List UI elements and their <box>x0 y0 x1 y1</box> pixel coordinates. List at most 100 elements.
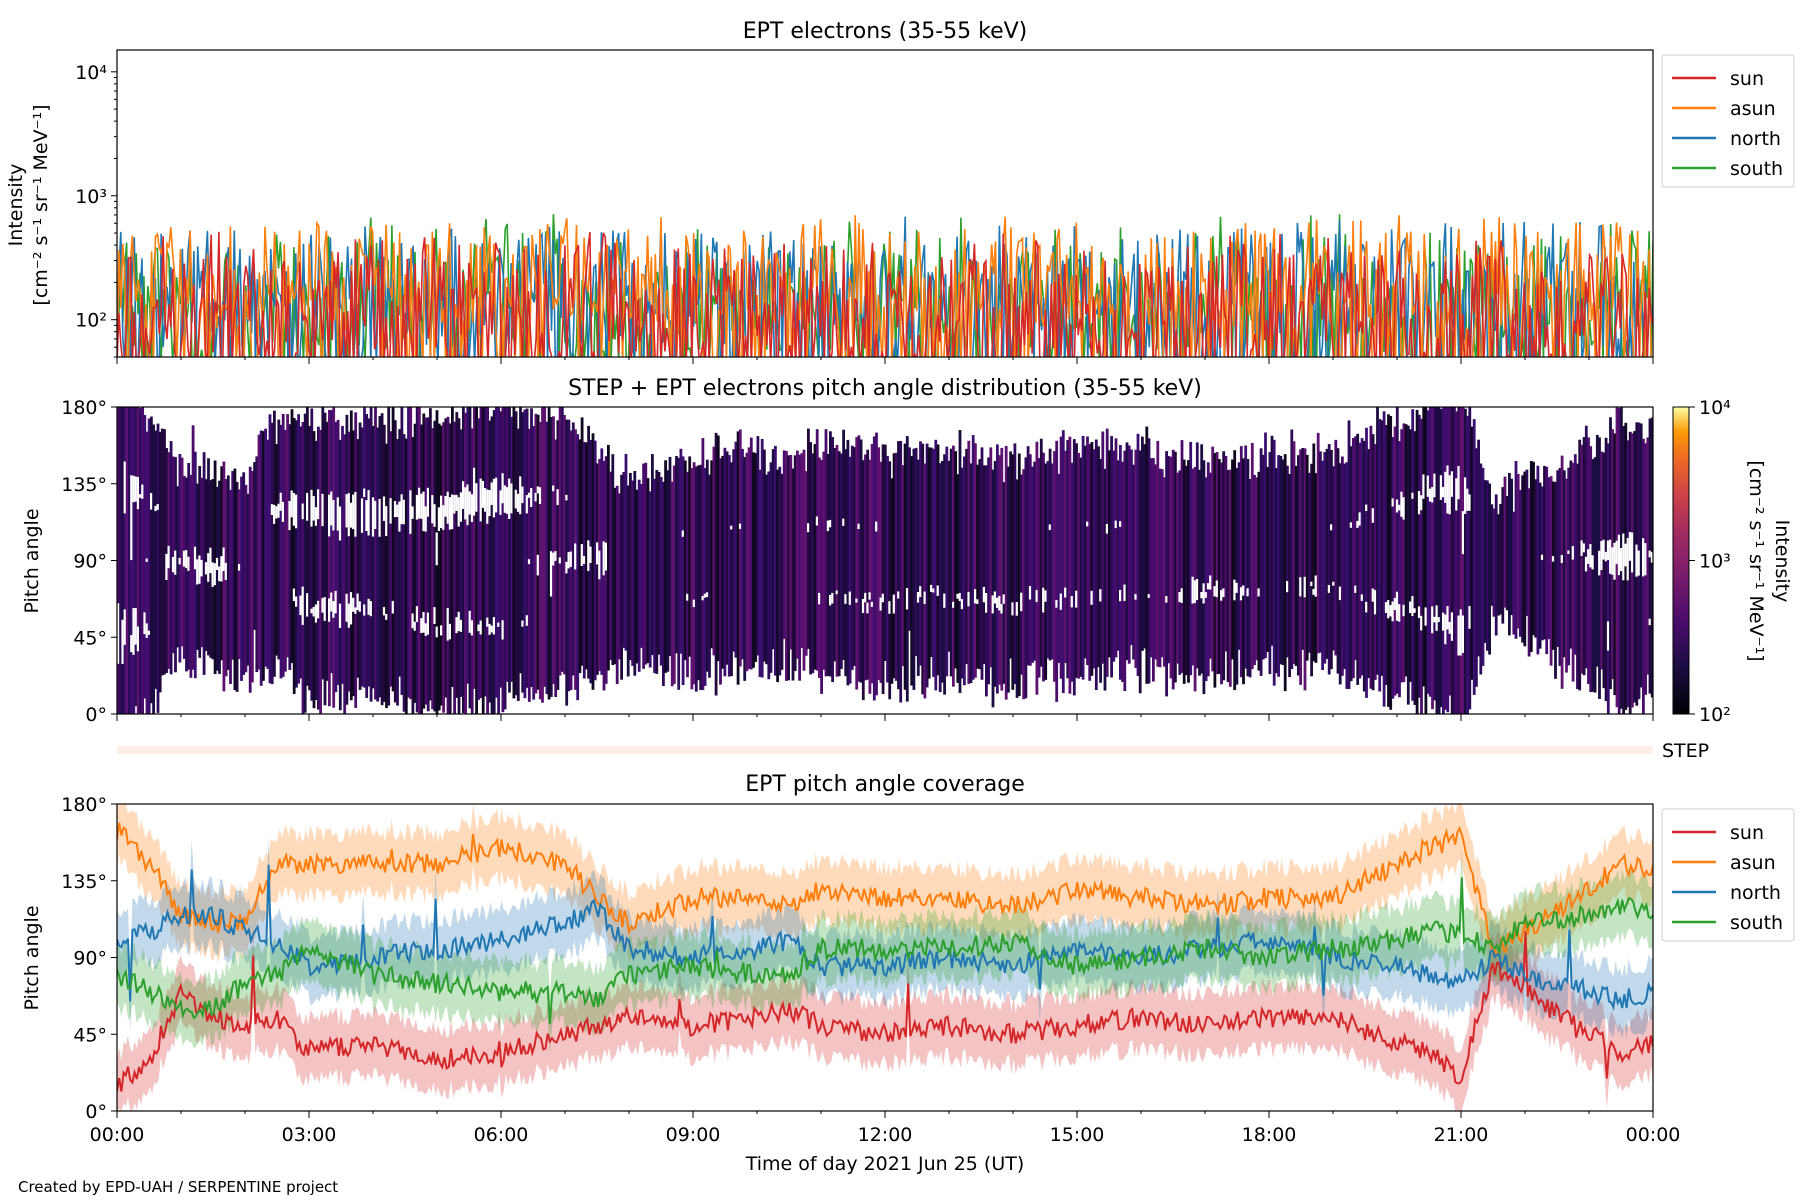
heatmap-gap <box>875 521 878 532</box>
heatmap-gap <box>1354 585 1357 593</box>
heatmap-gap <box>488 623 492 635</box>
heatmap-column <box>1132 464 1135 660</box>
heatmap-gap <box>301 586 305 625</box>
heatmap-column <box>694 466 698 692</box>
heatmap-gap <box>974 589 977 604</box>
heatmap-gap <box>499 490 503 515</box>
heatmap-gap <box>1384 602 1388 613</box>
heatmap-gap <box>1631 532 1634 573</box>
heatmap-gap <box>1446 465 1450 514</box>
heatmap-column <box>866 449 870 680</box>
heatmap-column <box>508 407 511 693</box>
heatmap-gap <box>174 550 177 575</box>
heatmap-gap <box>198 555 202 584</box>
heatmap-gap <box>479 478 483 522</box>
heatmap-column <box>470 428 474 714</box>
heatmap-column <box>560 407 564 672</box>
heatmap-column <box>848 456 852 684</box>
heatmap-column <box>349 410 353 701</box>
heatmap-column <box>468 407 472 709</box>
heatmap-column <box>732 449 736 652</box>
heatmap-gap <box>495 477 498 513</box>
heatmap-gap <box>1448 475 1452 515</box>
heatmap-column <box>1420 418 1423 714</box>
x-tick-label: 18:00 <box>1242 1124 1297 1146</box>
heatmap-column <box>277 419 281 660</box>
heatmap-column <box>330 410 333 674</box>
heatmap-column <box>591 433 595 690</box>
heatmap-gap <box>446 491 450 524</box>
heatmap-gap <box>207 553 210 582</box>
heatmap-column <box>760 439 764 678</box>
heatmap-column <box>1189 441 1193 676</box>
heatmap-column <box>1468 407 1472 710</box>
heatmap-gap <box>145 623 149 638</box>
heatmap-gap <box>424 506 428 532</box>
heatmap-gap <box>354 607 358 614</box>
heatmap-column <box>1178 470 1182 675</box>
heatmap-column <box>495 407 498 698</box>
heatmap-column <box>1395 407 1399 694</box>
heatmap-column <box>240 476 243 681</box>
heatmap-gap <box>1602 539 1606 560</box>
heatmap-column <box>642 463 645 669</box>
panel2-x-ticks <box>116 714 1654 721</box>
heatmap-column <box>1031 466 1034 663</box>
y-tick-label: 135° <box>61 474 107 496</box>
heatmap-column <box>1195 442 1199 669</box>
heatmap-column <box>1206 462 1210 677</box>
heatmap-gap <box>301 503 305 520</box>
heatmap-gap <box>314 604 318 623</box>
heatmap-column <box>411 437 415 714</box>
heatmap-gap <box>440 625 443 636</box>
heatmap-column <box>886 455 889 683</box>
heatmap-gap <box>154 505 158 512</box>
heatmap-column <box>237 489 241 660</box>
heatmap-gap <box>1600 541 1604 570</box>
heatmap-column <box>1272 439 1276 686</box>
heatmap-column <box>618 493 621 660</box>
heatmap-column <box>585 442 588 670</box>
heatmap-column <box>1435 407 1439 714</box>
heatmap-gap <box>330 491 333 526</box>
heatmap-column <box>1453 407 1456 714</box>
heatmap-column <box>1589 446 1593 693</box>
heatmap-gap <box>1147 594 1151 598</box>
heatmap-column <box>1057 473 1061 663</box>
heatmap-column <box>1406 425 1410 705</box>
heatmap-gap <box>868 592 872 600</box>
heatmap-column <box>1290 429 1294 670</box>
heatmap-column <box>123 407 127 714</box>
heatmap-column <box>246 493 250 666</box>
heatmap-gap <box>1457 466 1461 500</box>
heatmap-gap <box>360 498 364 533</box>
heatmap-column <box>288 424 292 670</box>
heatmap-column <box>295 420 298 688</box>
heatmap-gap <box>976 599 979 604</box>
heatmap-column <box>132 407 136 714</box>
heatmap-column <box>692 462 696 685</box>
heatmap-gap <box>1560 555 1564 563</box>
series-sun-pitch-line <box>117 930 1653 1092</box>
heatmap-column <box>367 418 371 687</box>
heatmap-column <box>1510 478 1513 616</box>
heatmap-column <box>1015 479 1019 698</box>
heatmap-gap <box>382 496 386 521</box>
heatmap-column <box>1039 438 1043 667</box>
heatmap-column <box>139 408 142 714</box>
heatmap-gap <box>442 505 445 530</box>
heatmap-column <box>171 456 175 654</box>
heatmap-column <box>532 426 536 700</box>
heatmap-column <box>1209 472 1212 659</box>
heatmap-column <box>932 448 935 677</box>
heatmap-column <box>1356 433 1360 685</box>
panel2-title: STEP + EPT electrons pitch angle distrib… <box>568 376 1202 401</box>
heatmap-gap <box>470 620 474 636</box>
x-tick-label: 21:00 <box>1434 1124 1489 1146</box>
heatmap-column <box>1369 425 1373 689</box>
legend-label-south: south <box>1730 912 1783 934</box>
heatmap-column <box>202 452 206 675</box>
x-tick-label: 12:00 <box>858 1124 913 1146</box>
heatmap-column <box>960 467 964 679</box>
heatmap-column <box>897 441 900 690</box>
